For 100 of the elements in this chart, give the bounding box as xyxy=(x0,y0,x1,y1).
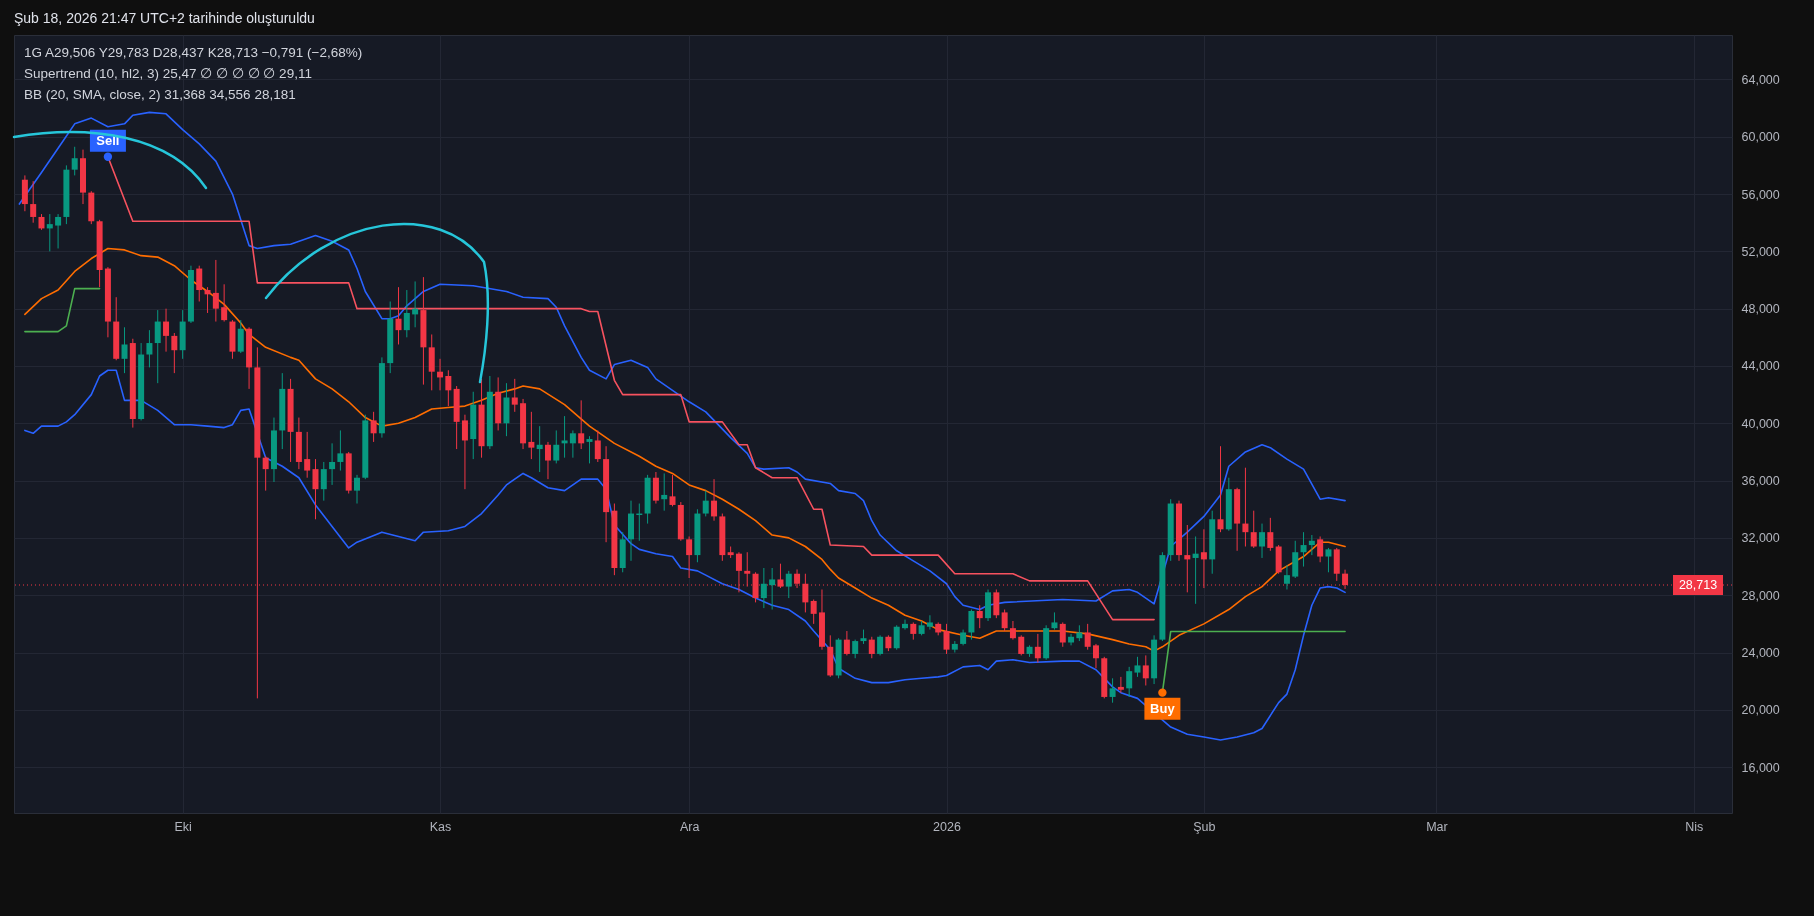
candlestick xyxy=(1126,666,1133,698)
candlestick xyxy=(1018,634,1025,656)
candlestick xyxy=(171,332,178,374)
y-tick-label: 24,000 xyxy=(1741,646,1780,661)
candlestick xyxy=(337,429,344,472)
candlestick xyxy=(877,634,884,656)
candlestick xyxy=(511,378,518,413)
candlestick xyxy=(544,441,551,480)
candlestick xyxy=(528,411,535,460)
candlestick xyxy=(760,567,767,609)
candlestick xyxy=(702,490,709,517)
candlestick xyxy=(926,614,933,631)
y-tick-label: 40,000 xyxy=(1741,416,1780,431)
candlestick xyxy=(1084,623,1091,651)
candlestick xyxy=(802,573,809,613)
candlestick xyxy=(968,609,975,641)
candlestick xyxy=(55,213,62,249)
annotation: BB (20, SMA, close, 2) 31,368 34,556 28,181 xyxy=(24,87,296,102)
candlestick xyxy=(553,429,560,464)
x-tick-label: Şub xyxy=(1193,819,1216,834)
candlestick xyxy=(121,326,128,374)
x-tick-label: Mar xyxy=(1426,819,1448,834)
candlestick xyxy=(46,213,53,252)
y-tick-label: 16,000 xyxy=(1741,760,1780,775)
candlestick xyxy=(785,570,792,599)
candlestick xyxy=(868,636,875,659)
y-tick-label: 32,000 xyxy=(1741,531,1780,546)
candlestick xyxy=(30,180,37,224)
candlestick xyxy=(403,289,410,338)
candlestick xyxy=(1142,654,1149,686)
candlestick xyxy=(1259,523,1266,559)
candlestick xyxy=(735,551,742,593)
y-tick-label: 36,000 xyxy=(1741,474,1780,489)
candlestick xyxy=(578,399,585,450)
candlestick xyxy=(561,415,568,459)
candlestick xyxy=(329,442,336,486)
candlestick xyxy=(594,429,601,463)
y-tick-label: 20,000 xyxy=(1741,703,1780,718)
candlestick xyxy=(320,461,327,502)
candlestick xyxy=(810,599,817,625)
candlestick xyxy=(163,308,170,353)
candlestick xyxy=(461,414,468,490)
candlestick xyxy=(586,435,593,464)
candlestick xyxy=(1325,547,1332,573)
candlestick xyxy=(354,474,360,505)
candlestick xyxy=(1117,676,1124,694)
candlestick xyxy=(304,431,311,479)
candlestick xyxy=(843,630,850,656)
candlestick xyxy=(1217,445,1224,533)
candlestick xyxy=(1109,677,1116,704)
candlestick xyxy=(221,283,228,323)
candlestick xyxy=(1059,621,1066,648)
candlestick xyxy=(1184,524,1191,593)
candlestick xyxy=(237,319,244,354)
candlestick xyxy=(744,551,751,588)
annotation: 1G A29,506 Y29,783 D28,437 K28,713 −0,791 (−2,68%) xyxy=(24,45,363,60)
candlestick xyxy=(1267,517,1274,552)
candlestick xyxy=(769,567,776,611)
y-tick-label: 44,000 xyxy=(1741,359,1780,374)
y-tick-label: 48,000 xyxy=(1741,302,1780,317)
candlestick xyxy=(370,411,377,443)
candlestick xyxy=(1200,528,1207,589)
candlestick xyxy=(212,259,219,323)
y-tick-label: 28,000 xyxy=(1741,588,1780,603)
candlestick xyxy=(1242,467,1249,547)
annotation: Sell xyxy=(96,132,120,148)
candlestick xyxy=(652,471,659,505)
candlestick xyxy=(536,425,543,473)
y-tick-label: 60,000 xyxy=(1741,130,1780,145)
candlestick xyxy=(1092,643,1099,669)
x-tick-label: Ara xyxy=(679,819,700,834)
candlestick xyxy=(569,429,576,459)
candlestick xyxy=(1250,510,1257,549)
x-tick-label: Kas xyxy=(429,819,452,834)
line-series xyxy=(24,369,1346,741)
annotation: Buy xyxy=(1150,700,1176,716)
x-tick-label: 2026 xyxy=(933,819,961,834)
candlestick xyxy=(686,535,693,579)
y-tick-label: 56,000 xyxy=(1741,187,1780,202)
candlestick xyxy=(312,458,319,520)
candlestick xyxy=(154,309,161,384)
candlestick xyxy=(196,265,203,302)
candlestick xyxy=(71,146,78,176)
candlestick xyxy=(893,624,900,651)
candlestick xyxy=(395,286,402,345)
candlestick xyxy=(262,455,269,492)
x-tick-label: Nis xyxy=(1685,819,1704,834)
candlestick xyxy=(1192,535,1199,605)
candlestick xyxy=(1317,535,1324,563)
candlestick xyxy=(1308,534,1315,556)
ref-line-label: 28,713 xyxy=(1678,578,1718,592)
candlestick xyxy=(1009,620,1016,641)
y-tick-label: 52,000 xyxy=(1741,244,1780,259)
candlestick xyxy=(976,604,983,629)
candlestick xyxy=(993,588,1000,619)
candlestick xyxy=(1134,656,1141,678)
candlestick xyxy=(943,623,950,655)
candlestick xyxy=(1300,531,1307,568)
candlestick xyxy=(204,286,211,314)
candlestick xyxy=(852,639,859,659)
